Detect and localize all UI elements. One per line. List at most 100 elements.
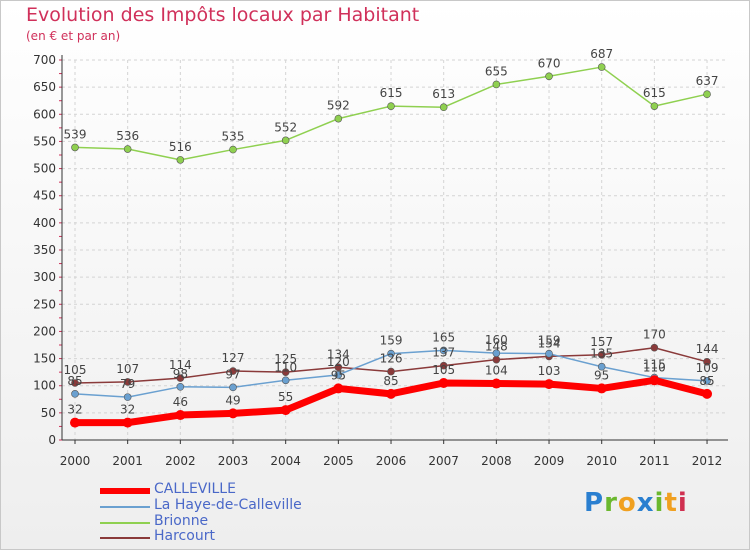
y-tick-label: 50 bbox=[41, 406, 56, 420]
data-label: 105 bbox=[432, 363, 455, 377]
data-label: 154 bbox=[538, 336, 561, 350]
data-label: 157 bbox=[590, 335, 613, 349]
data-point bbox=[71, 390, 79, 398]
data-point bbox=[650, 343, 659, 352]
y-tick-label: 250 bbox=[33, 297, 56, 311]
data-label: 615 bbox=[643, 86, 666, 100]
data-point bbox=[281, 376, 290, 385]
y-tick-label: 450 bbox=[33, 189, 56, 203]
data-label: 85 bbox=[67, 374, 82, 388]
data-label: 98 bbox=[173, 367, 188, 381]
data-point bbox=[492, 355, 501, 364]
y-tick-label: 500 bbox=[33, 162, 56, 176]
x-tick-label: 2007 bbox=[428, 454, 459, 468]
data-label: 137 bbox=[432, 346, 455, 360]
data-label: 95 bbox=[594, 368, 609, 382]
x-tick-label: 2001 bbox=[112, 454, 143, 468]
data-label: 97 bbox=[225, 367, 240, 381]
data-label: 125 bbox=[274, 352, 297, 366]
data-label: 516 bbox=[169, 140, 192, 154]
data-label: 637 bbox=[696, 74, 719, 88]
data-label: 32 bbox=[120, 403, 135, 417]
y-tick-label: 400 bbox=[33, 216, 56, 230]
x-tick-label: 2003 bbox=[218, 454, 249, 468]
data-label: 115 bbox=[643, 358, 666, 372]
data-label: 127 bbox=[222, 351, 245, 365]
data-label: 687 bbox=[590, 47, 613, 61]
legend-swatch-calleville bbox=[100, 488, 150, 494]
y-tick-label: 300 bbox=[33, 270, 56, 284]
data-point bbox=[703, 90, 711, 98]
data-point bbox=[229, 383, 237, 392]
data-label: 159 bbox=[538, 334, 561, 348]
data-point bbox=[439, 346, 448, 355]
data-point bbox=[597, 350, 606, 359]
data-label: 107 bbox=[116, 362, 139, 376]
legend-label: Harcourt bbox=[154, 528, 215, 544]
data-point bbox=[597, 362, 606, 371]
data-point bbox=[703, 358, 711, 366]
data-point bbox=[334, 363, 343, 372]
data-label: 126 bbox=[380, 352, 403, 366]
data-point bbox=[438, 378, 449, 388]
data-label: 55 bbox=[278, 390, 293, 404]
data-point bbox=[703, 377, 711, 385]
data-point bbox=[387, 102, 395, 110]
data-point bbox=[702, 388, 713, 399]
data-label: 159 bbox=[380, 334, 403, 348]
data-label: 114 bbox=[169, 358, 192, 372]
data-point bbox=[334, 114, 343, 123]
data-label: 165 bbox=[432, 330, 455, 344]
y-tick-label: 100 bbox=[33, 379, 56, 393]
data-point bbox=[228, 408, 239, 419]
data-point bbox=[491, 378, 502, 389]
data-label: 148 bbox=[485, 340, 508, 354]
x-tick-label: 2006 bbox=[376, 454, 407, 468]
data-label: 95 bbox=[331, 368, 346, 382]
data-point bbox=[545, 72, 553, 81]
data-label: 160 bbox=[485, 333, 508, 347]
data-label: 539 bbox=[64, 127, 87, 141]
data-point bbox=[123, 378, 132, 386]
data-point bbox=[597, 63, 606, 71]
data-point bbox=[545, 349, 553, 358]
data-point bbox=[649, 375, 660, 386]
x-tick-label: 2012 bbox=[692, 454, 723, 468]
data-label: 85 bbox=[383, 374, 398, 388]
x-tick-label: 2010 bbox=[586, 454, 617, 468]
data-label: 79 bbox=[120, 377, 135, 391]
data-point bbox=[439, 361, 448, 370]
x-tick-label: 2004 bbox=[270, 454, 301, 468]
data-label: 49 bbox=[225, 393, 240, 407]
data-point bbox=[175, 410, 186, 421]
x-tick-label: 2002 bbox=[165, 454, 196, 468]
x-tick-label: 2009 bbox=[534, 454, 565, 468]
chart-title: Evolution des Impôts locaux par Habitant bbox=[26, 4, 420, 26]
legend-swatch-brionne bbox=[100, 522, 150, 524]
x-tick-label: 2008 bbox=[481, 454, 512, 468]
y-tick-label: 150 bbox=[33, 352, 56, 366]
y-tick-label: 200 bbox=[33, 324, 56, 338]
legend-swatch-la-haye-de-calleville bbox=[100, 506, 150, 508]
data-point bbox=[596, 383, 607, 394]
data-label: 103 bbox=[538, 364, 561, 378]
data-label: 134 bbox=[327, 347, 350, 361]
legend-label: CALLEVILLE bbox=[154, 481, 236, 497]
data-point bbox=[123, 145, 132, 153]
y-tick-label: 550 bbox=[33, 134, 56, 148]
legend-label: Brionne bbox=[154, 513, 209, 529]
data-label: 104 bbox=[485, 364, 508, 378]
data-point bbox=[229, 367, 237, 375]
data-point bbox=[492, 80, 501, 89]
data-label: 32 bbox=[67, 403, 82, 417]
x-tick-label: 2000 bbox=[60, 454, 91, 468]
data-point bbox=[122, 417, 133, 428]
y-tick-label: 700 bbox=[33, 53, 56, 67]
y-tick-label: 600 bbox=[33, 107, 56, 121]
data-label: 170 bbox=[643, 328, 666, 342]
chart-subtitle: (en € et par an) bbox=[26, 29, 121, 43]
data-point bbox=[281, 136, 290, 145]
data-point bbox=[280, 405, 291, 416]
data-label: 615 bbox=[380, 86, 403, 100]
